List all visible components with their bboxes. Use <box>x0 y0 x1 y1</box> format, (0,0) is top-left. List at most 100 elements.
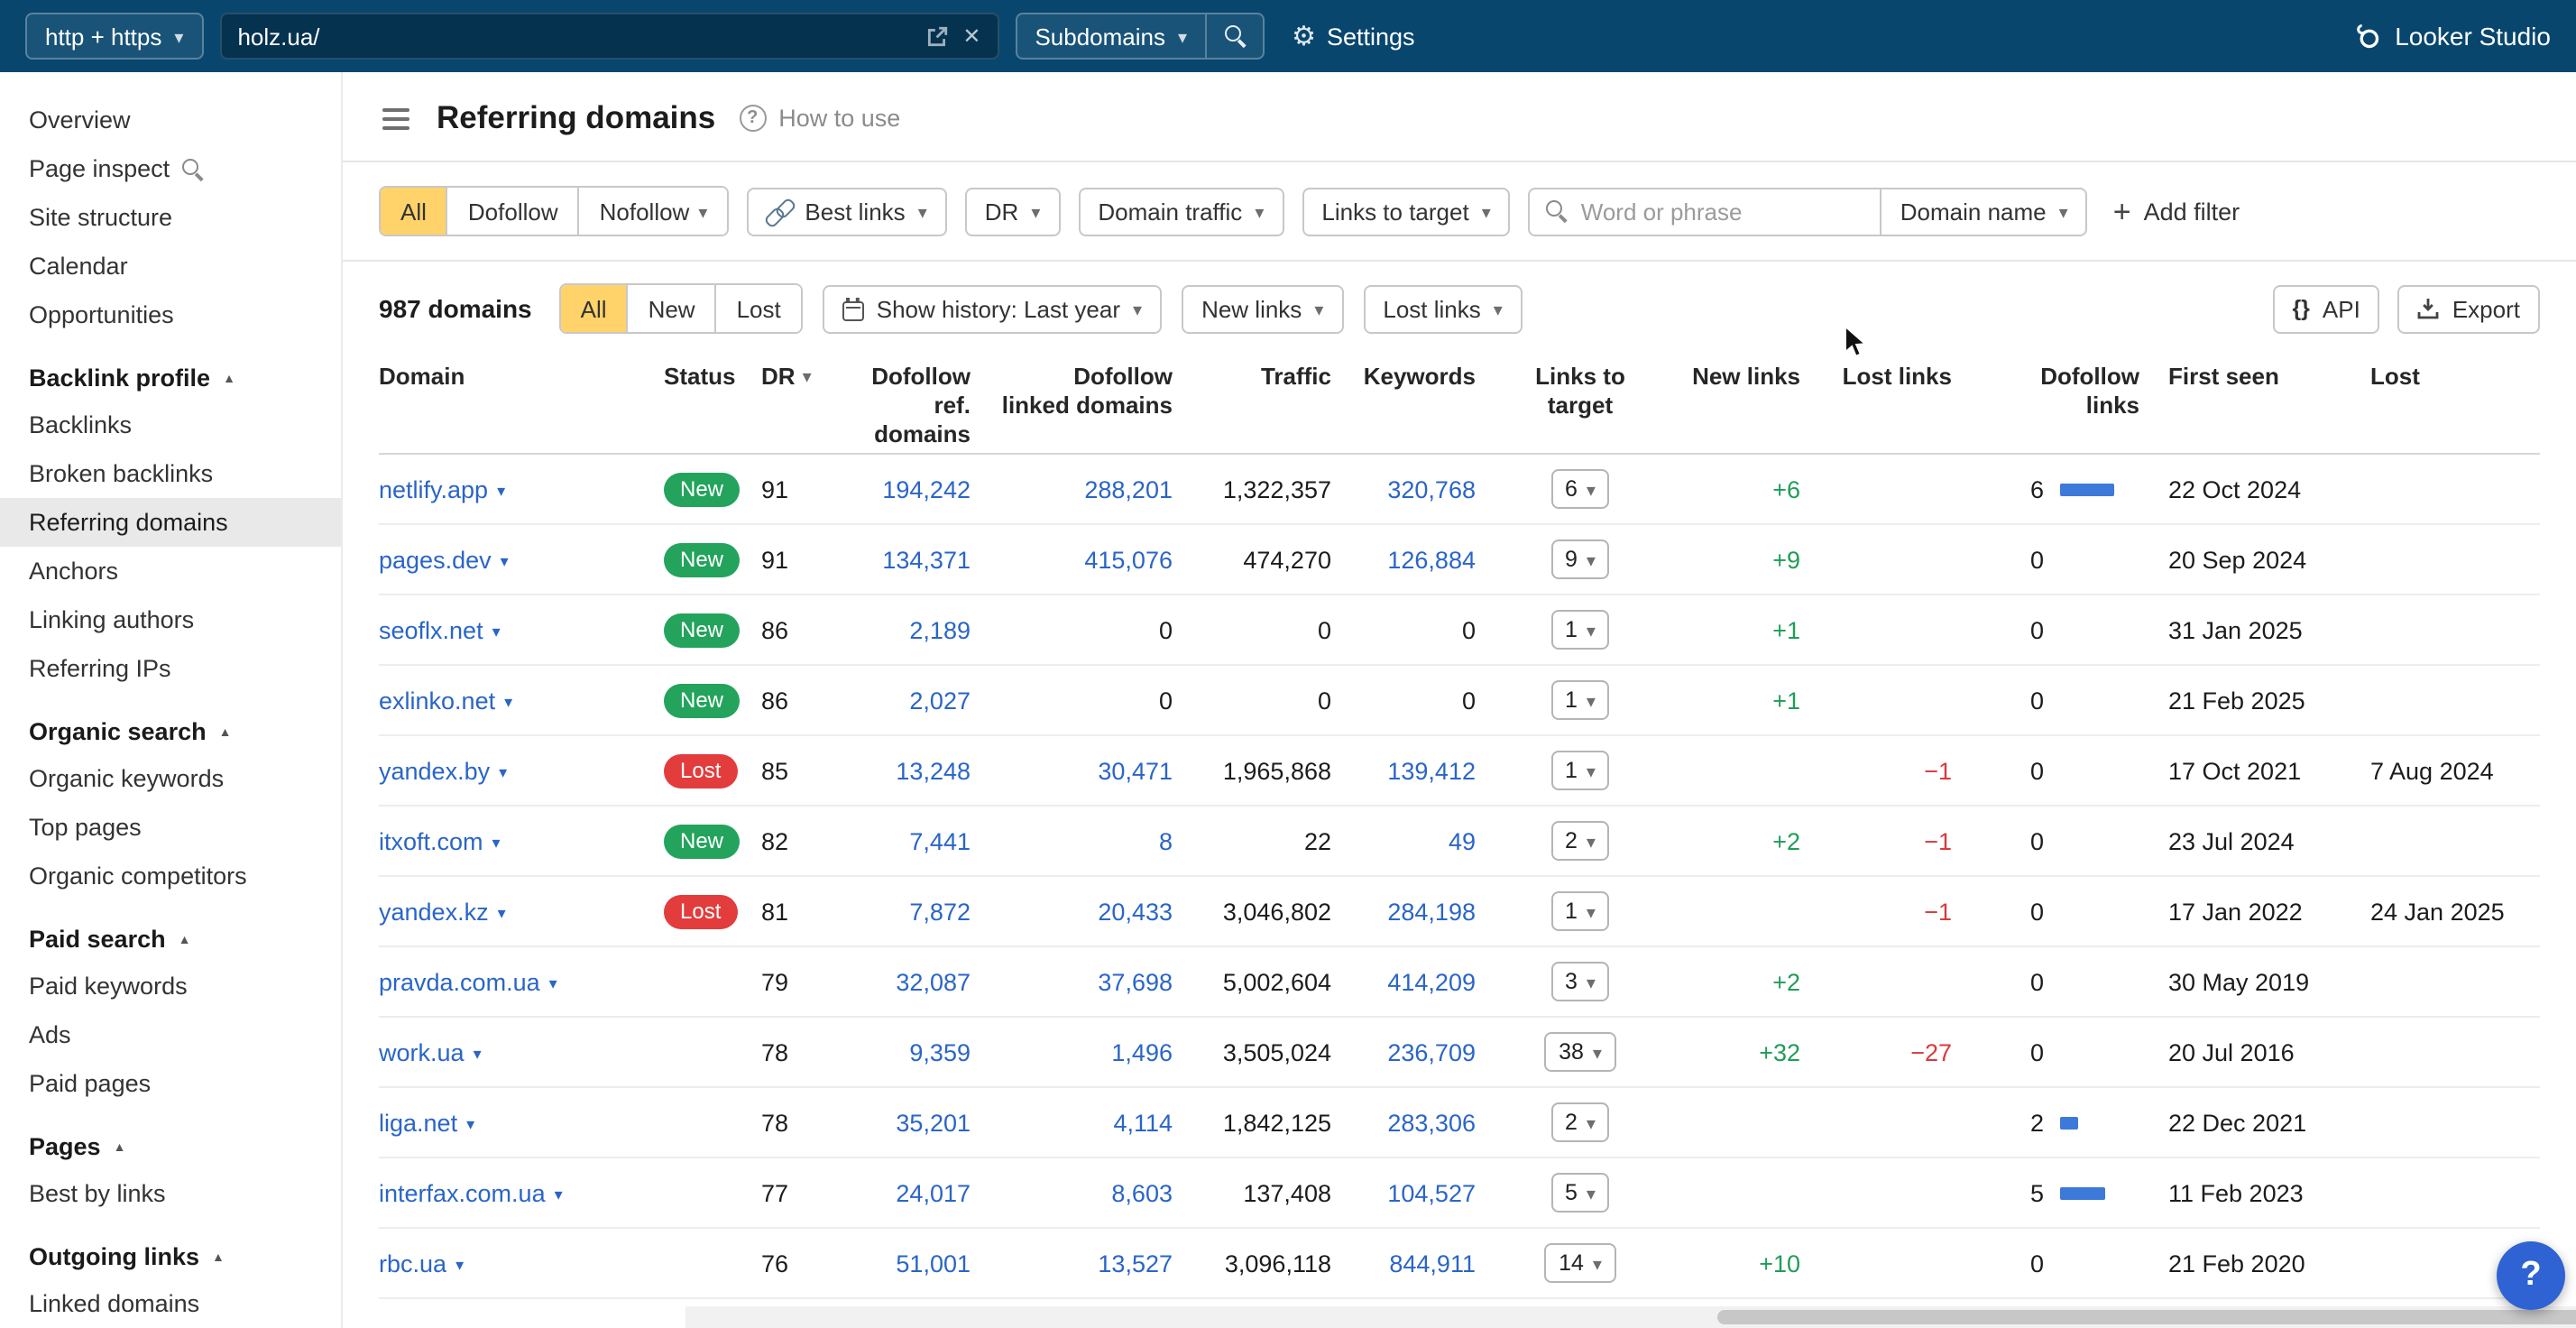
links-to-target-select[interactable]: 1 <box>1550 891 1610 931</box>
dofollow-linked-domains-value[interactable]: 8 <box>1159 827 1173 854</box>
keywords-value[interactable]: 104,527 <box>1387 1179 1476 1206</box>
keywords-value[interactable]: 126,884 <box>1387 546 1476 573</box>
sidebar-section-outgoing-links[interactable]: Outgoing links <box>0 1218 341 1279</box>
keywords-value[interactable]: 414,209 <box>1387 968 1476 995</box>
clear-url-icon[interactable] <box>962 23 980 49</box>
sidebar-item-organic-competitors[interactable]: Organic competitors <box>0 852 341 900</box>
sidebar-item-backlinks[interactable]: Backlinks <box>0 401 341 449</box>
segment-new[interactable]: New <box>627 285 715 332</box>
dofollow-ref-domains-value[interactable]: 35,201 <box>896 1109 971 1136</box>
keywords-value[interactable]: 139,412 <box>1387 757 1476 784</box>
sidebar-item-page-inspect[interactable]: Page inspect <box>0 144 341 193</box>
links-to-target-select[interactable]: 6 <box>1550 469 1610 509</box>
horizontal-scrollbar-thumb[interactable] <box>1717 1310 2576 1324</box>
sidebar-item-organic-keywords[interactable]: Organic keywords <box>0 754 341 803</box>
domain-link[interactable]: pravda.com.ua <box>379 968 557 995</box>
links-to-target-select[interactable]: 3 <box>1550 962 1610 1001</box>
sidebar-item-calendar[interactable]: Calendar <box>0 242 341 290</box>
add-filter-button[interactable]: Add filter <box>2106 196 2247 226</box>
dofollow-linked-domains-value[interactable]: 415,076 <box>1084 546 1173 573</box>
sidebar-item-paid-keywords[interactable]: Paid keywords <box>0 962 341 1010</box>
horizontal-scrollbar-track[interactable] <box>685 1306 2576 1328</box>
dofollow-linked-domains-value[interactable]: 288,201 <box>1084 475 1173 503</box>
domain-link[interactable]: liga.net <box>379 1109 474 1136</box>
scope-dropdown[interactable]: Subdomains <box>1015 13 1207 60</box>
hamburger-menu-icon[interactable] <box>379 104 413 133</box>
how-to-use-link[interactable]: How to use <box>739 105 900 132</box>
column-header-new_links[interactable]: New links <box>1670 359 1815 395</box>
dofollow-ref-domains-value[interactable]: 194,242 <box>882 475 971 503</box>
show-history-dropdown[interactable]: Show history: Last year <box>823 284 1162 333</box>
sidebar-section-paid-search[interactable]: Paid search <box>0 900 341 962</box>
dofollow-linked-domains-value[interactable]: 37,698 <box>1098 968 1173 995</box>
column-header-lost[interactable]: Lost <box>2356 359 2522 395</box>
column-header-keywords[interactable]: Keywords <box>1346 359 1490 395</box>
column-header-traffic[interactable]: Traffic <box>1187 359 1346 395</box>
domain-link[interactable]: work.ua <box>379 1038 482 1065</box>
segment-dofollow[interactable]: Dofollow <box>446 188 578 235</box>
dofollow-ref-domains-value[interactable]: 7,441 <box>909 827 971 854</box>
dofollow-ref-domains-value[interactable]: 32,087 <box>896 968 971 995</box>
segment-nofollow[interactable]: Nofollow <box>578 188 728 235</box>
keywords-value[interactable]: 236,709 <box>1387 1038 1476 1065</box>
keywords-value[interactable]: 49 <box>1449 827 1476 854</box>
links-to-target-select[interactable]: 2 <box>1550 1102 1610 1142</box>
column-header-dofollow_ref_domains[interactable]: Dofollow ref. domains <box>819 359 985 453</box>
domain-link[interactable]: itxoft.com <box>379 827 501 854</box>
sidebar-section-organic-search[interactable]: Organic search <box>0 693 341 754</box>
api-button[interactable]: API <box>2272 284 2379 333</box>
links-to-target-select[interactable]: 2 <box>1550 821 1610 861</box>
dofollow-ref-domains-value[interactable]: 2,189 <box>909 616 971 643</box>
dofollow-linked-domains-value[interactable]: 20,433 <box>1098 898 1173 925</box>
domain-link[interactable]: netlify.app <box>379 475 505 503</box>
keywords-value[interactable]: 283,306 <box>1387 1109 1476 1136</box>
search-scope-dropdown[interactable]: Domain name <box>1882 187 2088 235</box>
sidebar-item-referring-ips[interactable]: Referring IPs <box>0 644 341 693</box>
links-to-target-select[interactable]: 1 <box>1550 751 1610 790</box>
domain-link[interactable]: seoflx.net <box>379 616 501 643</box>
domain-link[interactable]: pages.dev <box>379 546 509 573</box>
domain-link[interactable]: yandex.kz <box>379 898 506 925</box>
dofollow-ref-domains-value[interactable]: 13,248 <box>896 757 971 784</box>
column-header-dofollow_linked_domains[interactable]: Dofollow linked domains <box>985 359 1187 424</box>
word-phrase-search[interactable] <box>1529 187 1882 235</box>
links-to-target-select[interactable]: 1 <box>1550 680 1610 720</box>
filter-dropdown-best-links[interactable]: Best links <box>747 187 946 235</box>
column-header-dr[interactable]: DR <box>747 359 819 395</box>
dofollow-ref-domains-value[interactable]: 2,027 <box>909 687 971 714</box>
sidebar-item-referring-domains[interactable]: Referring domains <box>0 498 341 547</box>
sidebar-item-linking-authors[interactable]: Linking authors <box>0 595 341 644</box>
keywords-value[interactable]: 844,911 <box>1389 1250 1476 1277</box>
dofollow-ref-domains-value[interactable]: 51,001 <box>896 1250 971 1277</box>
keywords-value[interactable]: 320,768 <box>1387 475 1476 503</box>
dofollow-ref-domains-value[interactable]: 24,017 <box>896 1179 971 1206</box>
dofollow-ref-domains-value[interactable]: 7,872 <box>909 898 971 925</box>
dofollow-linked-domains-value[interactable]: 30,471 <box>1098 757 1173 784</box>
links-to-target-select[interactable]: 38 <box>1544 1032 1616 1072</box>
domain-link[interactable]: rbc.ua <box>379 1250 464 1277</box>
segment-all[interactable]: All <box>561 285 627 332</box>
column-header-lost_links[interactable]: Lost links <box>1815 359 1966 395</box>
sidebar-item-linked-domains[interactable]: Linked domains <box>0 1279 341 1328</box>
column-header-domain[interactable]: Domain <box>379 359 649 395</box>
protocol-dropdown[interactable]: http + https <box>25 13 203 60</box>
looker-studio-button[interactable]: Looker Studio <box>2353 22 2551 51</box>
settings-button[interactable]: Settings <box>1292 23 1414 50</box>
dofollow-ref-domains-value[interactable]: 134,371 <box>882 546 971 573</box>
target-url-input[interactable] <box>237 23 910 50</box>
sidebar-item-paid-pages[interactable]: Paid pages <box>0 1059 341 1108</box>
dofollow-linked-domains-value[interactable]: 8,603 <box>1111 1179 1173 1206</box>
search-submit-button[interactable] <box>1207 13 1265 60</box>
dofollow-linked-domains-value[interactable]: 1,496 <box>1111 1038 1173 1065</box>
links-to-target-select[interactable]: 5 <box>1550 1173 1610 1213</box>
domain-link[interactable]: interfax.com.ua <box>379 1179 563 1206</box>
word-phrase-input[interactable] <box>1581 198 1899 225</box>
domain-link[interactable]: yandex.by <box>379 757 507 784</box>
links-to-target-select[interactable]: 14 <box>1544 1243 1616 1283</box>
new-links-dropdown[interactable]: New links <box>1182 284 1343 333</box>
domain-link[interactable]: exlinko.net <box>379 687 512 714</box>
filter-dropdown-dr[interactable]: DR <box>965 187 1061 235</box>
target-url-field[interactable] <box>219 13 998 60</box>
dofollow-linked-domains-value[interactable]: 4,114 <box>1113 1109 1173 1136</box>
column-header-status[interactable]: Status <box>649 359 747 395</box>
